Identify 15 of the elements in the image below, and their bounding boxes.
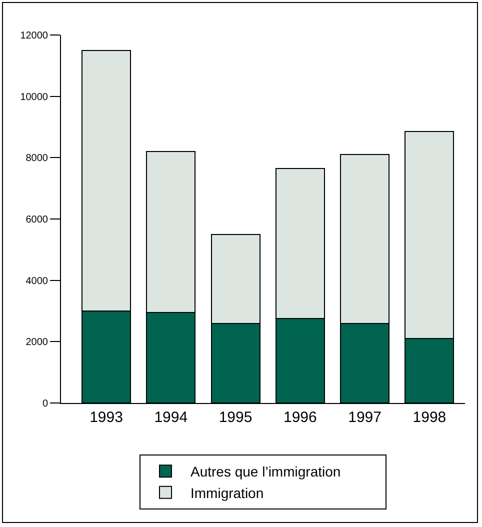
x-tick-label: 1997 xyxy=(348,409,382,426)
x-tick-label: 1995 xyxy=(218,409,252,426)
legend-label: Immigration xyxy=(190,484,264,501)
y-tick-label: 2000 xyxy=(26,337,48,348)
y-tick-label: 0 xyxy=(42,398,48,410)
x-tick-label: 1994 xyxy=(154,409,188,426)
y-tick-label: 6000 xyxy=(26,214,48,226)
y-tick-label: 8000 xyxy=(26,153,48,164)
legend-label: Autres que l’immigration xyxy=(190,464,341,480)
x-tick-label: 1998 xyxy=(412,409,446,426)
y-tick-label: 12000 xyxy=(20,30,48,42)
x-tick-label: 1993 xyxy=(90,409,123,426)
y-tick-label: 10000 xyxy=(20,92,48,103)
y-tick-label: 4000 xyxy=(26,276,48,287)
x-tick-label: 1996 xyxy=(283,409,317,426)
